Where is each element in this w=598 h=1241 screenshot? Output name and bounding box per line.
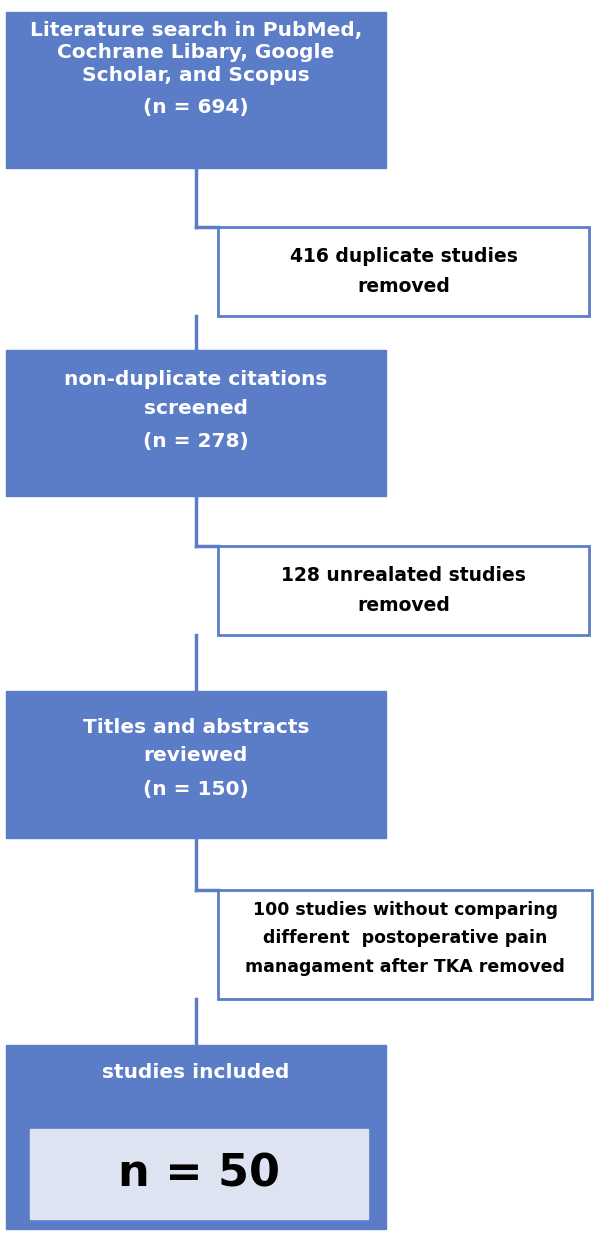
Text: (n = 694): (n = 694): [143, 98, 249, 117]
Text: removed: removed: [357, 596, 450, 616]
Text: 416 duplicate studies: 416 duplicate studies: [289, 247, 518, 267]
Text: non-duplicate citations: non-duplicate citations: [64, 370, 328, 390]
Text: Titles and abstracts: Titles and abstracts: [83, 717, 309, 737]
FancyBboxPatch shape: [218, 890, 592, 999]
Text: Scholar, and Scopus: Scholar, and Scopus: [82, 66, 310, 84]
Text: managament after TKA removed: managament after TKA removed: [245, 958, 565, 975]
FancyBboxPatch shape: [6, 350, 386, 496]
FancyBboxPatch shape: [6, 691, 386, 838]
Text: screened: screened: [144, 398, 248, 418]
Text: Cochrane Libary, Google: Cochrane Libary, Google: [57, 43, 334, 62]
Text: Literature search in PubMed,: Literature search in PubMed,: [30, 21, 362, 40]
FancyBboxPatch shape: [30, 1129, 368, 1219]
Text: different  postoperative pain: different postoperative pain: [263, 930, 547, 947]
Text: 128 unrealated studies: 128 unrealated studies: [281, 566, 526, 586]
Text: 100 studies without comparing: 100 studies without comparing: [252, 901, 558, 918]
FancyBboxPatch shape: [6, 1045, 386, 1229]
FancyBboxPatch shape: [218, 546, 589, 635]
FancyBboxPatch shape: [6, 12, 386, 168]
Text: studies included: studies included: [102, 1062, 289, 1082]
Text: (n = 278): (n = 278): [143, 432, 249, 452]
Text: n = 50: n = 50: [118, 1153, 280, 1195]
Text: removed: removed: [357, 277, 450, 297]
Text: (n = 150): (n = 150): [143, 779, 249, 799]
FancyBboxPatch shape: [218, 227, 589, 316]
Text: reviewed: reviewed: [144, 746, 248, 766]
